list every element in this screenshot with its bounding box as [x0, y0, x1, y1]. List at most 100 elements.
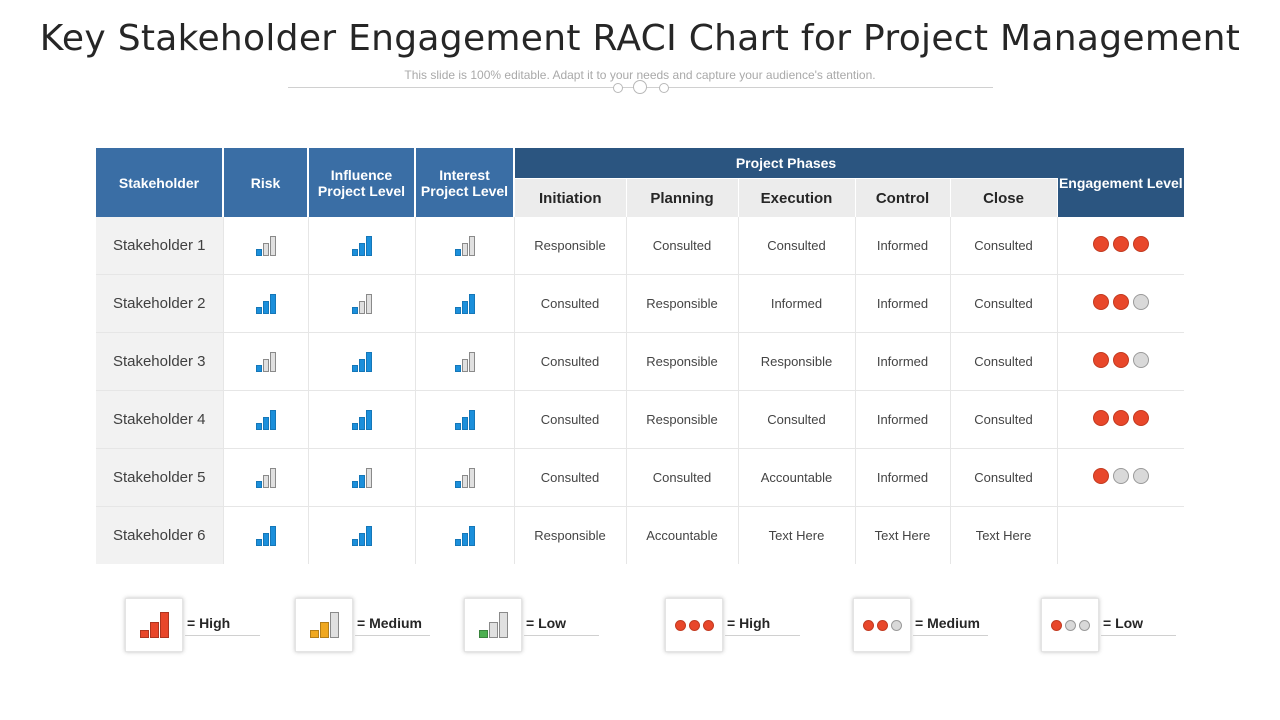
level-bar	[255, 481, 262, 488]
phase-cell-execution: Text Here	[738, 506, 856, 564]
level-bar	[358, 475, 365, 488]
level-bar	[262, 533, 269, 546]
engagement-dot-filled	[1112, 294, 1129, 310]
level-low-bars-icon	[454, 232, 475, 256]
legend-underline	[524, 635, 599, 636]
level-bar	[358, 301, 365, 314]
engagement-dots	[1092, 352, 1149, 368]
level-high-bars-icon	[454, 522, 475, 546]
level-bar	[255, 249, 262, 256]
phase-cell-initiation: Consulted	[514, 332, 627, 391]
phase-cell-control: Text Here	[855, 506, 951, 564]
divider-dot-center	[633, 80, 647, 94]
legend-underline	[1101, 635, 1176, 636]
level-bar	[365, 352, 372, 372]
engagement-dot-empty	[1132, 294, 1149, 310]
phase-cell-planning: Responsible	[626, 332, 739, 391]
level-high-bars-icon	[454, 406, 475, 430]
raci-table: Stakeholder Risk Influence Project Level…	[96, 148, 1185, 565]
legend-label: = Medium	[357, 615, 422, 631]
interest-level-cell	[415, 448, 515, 507]
level-bar	[269, 236, 276, 256]
stakeholder-name: Stakeholder 5	[96, 448, 224, 507]
legend-underline	[355, 635, 430, 636]
legend-dot-filled	[702, 619, 714, 631]
level-bar	[365, 294, 372, 314]
level-bar	[358, 533, 365, 546]
phase-cell-close: Consulted	[950, 332, 1058, 391]
stakeholder-name: Stakeholder 3	[96, 332, 224, 391]
level-bar	[468, 352, 475, 372]
level-bar	[351, 249, 358, 256]
engagement-dots	[1092, 468, 1149, 484]
level-bar	[454, 423, 461, 430]
divider-dot-left	[613, 83, 623, 93]
phase-cell-execution: Consulted	[738, 217, 856, 275]
stakeholder-name: Stakeholder 4	[96, 390, 224, 449]
influence-level-cell	[308, 217, 416, 275]
table-row: Stakeholder 2 Consulted Responsible Informe…	[96, 274, 1185, 333]
phase-cell-close: Consulted	[950, 390, 1058, 449]
legend-label: = Low	[526, 615, 567, 631]
legend-bar	[139, 630, 149, 638]
engagement-dot-filled	[1092, 236, 1109, 252]
engagement-cell	[1057, 390, 1185, 449]
phase-cell-initiation: Consulted	[514, 274, 627, 333]
level-bar	[454, 307, 461, 314]
legend-dots-icon	[674, 619, 714, 631]
phase-cell-initiation: Consulted	[514, 448, 627, 507]
level-high-bars-icon	[351, 522, 372, 546]
risk-level-cell	[223, 390, 309, 449]
level-bar	[269, 468, 276, 488]
level-bar	[461, 533, 468, 546]
phase-cell-control: Informed	[855, 217, 951, 275]
level-bar	[365, 526, 372, 546]
engagement-dot-filled	[1132, 410, 1149, 426]
level-bar	[365, 410, 372, 430]
phase-cell-close: Consulted	[950, 274, 1058, 333]
level-bar	[255, 423, 262, 430]
engagement-cell	[1057, 507, 1184, 565]
engagement-dot-empty	[1112, 468, 1129, 484]
interest-level-cell	[415, 332, 515, 391]
legend-icon-box	[1041, 598, 1099, 652]
legend-icon-box	[464, 598, 522, 652]
legend-label: = Low	[1103, 615, 1144, 631]
level-bar	[454, 249, 461, 256]
engagement-dot-filled	[1092, 410, 1109, 426]
legend-dot-empty	[1064, 619, 1076, 631]
header-project-phases: Project Phases	[514, 148, 1058, 179]
level-bar	[351, 481, 358, 488]
table-row: Stakeholder 6 Responsible Accountable Text …	[96, 506, 1184, 565]
interest-level-cell	[415, 506, 515, 564]
level-low-bars-icon	[454, 464, 475, 488]
stakeholder-name: Stakeholder 1	[96, 217, 224, 275]
legend-bar	[498, 612, 508, 638]
level-bar	[454, 365, 461, 372]
legend-dot-filled	[862, 619, 874, 631]
page-subtitle: This slide is 100% editable. Adapt it to…	[404, 68, 876, 82]
stakeholder-name: Stakeholder 6	[96, 506, 224, 564]
level-low-bars-icon	[351, 290, 372, 314]
level-bar	[358, 243, 365, 256]
level-high-bars-icon	[255, 406, 276, 430]
page-title: Key Stakeholder Engagement RACI Chart fo…	[39, 18, 1241, 59]
legend-low-bars-icon	[478, 612, 508, 638]
header-phase-close: Close	[950, 178, 1058, 217]
phase-cell-initiation: Responsible	[514, 217, 627, 275]
engagement-dot-filled	[1112, 236, 1129, 252]
level-bar	[269, 410, 276, 430]
legend-bar	[319, 622, 329, 638]
legend-underline	[913, 635, 988, 636]
header-phase-planning: Planning	[626, 178, 739, 217]
legend-bar	[329, 612, 339, 638]
influence-level-cell	[308, 506, 416, 564]
phase-cell-planning: Consulted	[626, 448, 739, 507]
phase-cell-planning: Consulted	[626, 217, 739, 275]
level-bar	[262, 359, 269, 372]
level-bar	[262, 417, 269, 430]
legend-dot-empty	[890, 619, 902, 631]
level-bar	[269, 294, 276, 314]
level-bar	[255, 307, 262, 314]
level-bar	[468, 468, 475, 488]
